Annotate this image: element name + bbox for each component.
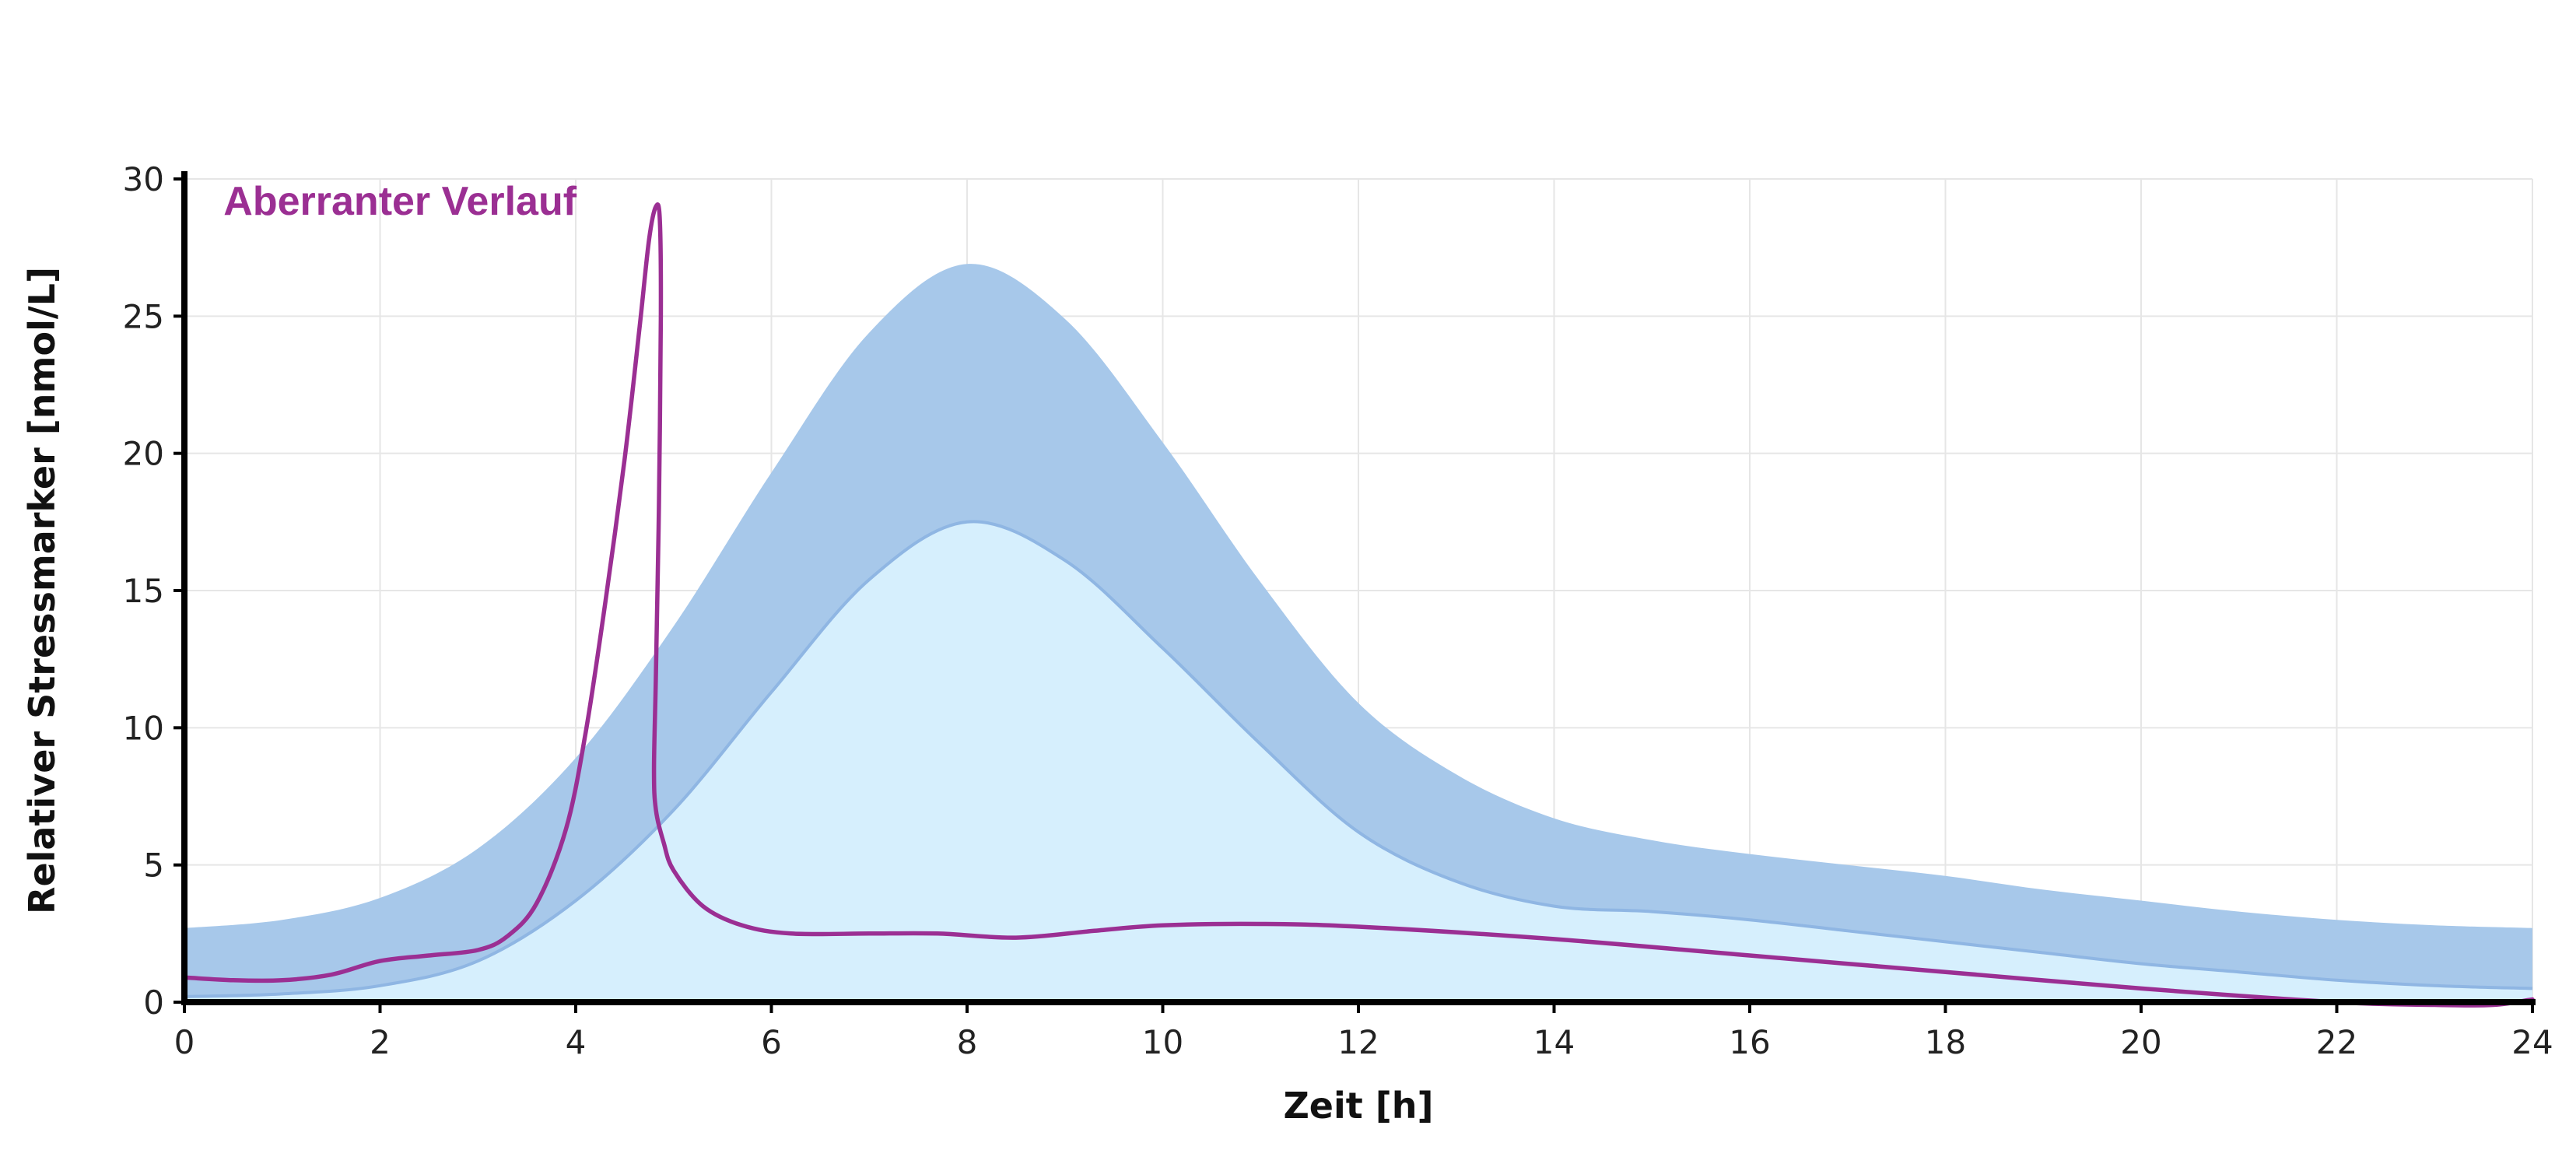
y-tick-label: 30 (123, 160, 164, 198)
y-tick-label: 25 (123, 297, 164, 335)
range-band-fill (184, 264, 2532, 997)
x-tick-label: 18 (1925, 1023, 1966, 1061)
aberrant-series-label: Aberranter Verlauf (223, 179, 577, 224)
x-tick-label: 6 (761, 1023, 782, 1061)
x-tick-label: 0 (174, 1023, 195, 1061)
x-tick-label: 16 (1729, 1023, 1770, 1061)
x-tick-label: 24 (2511, 1023, 2553, 1061)
y-axis-title: Relativer Stressmarker [nmol/L] (21, 267, 63, 914)
x-tick-label: 2 (370, 1023, 391, 1061)
x-tick-label: 8 (957, 1023, 978, 1061)
x-tick-label: 20 (2120, 1023, 2161, 1061)
x-axis-title: Zeit [h] (1283, 1085, 1433, 1127)
y-tick-label: 5 (143, 847, 164, 885)
y-axis-ticks: 0 5 10 15 20 25 30 (123, 160, 184, 1022)
aberrant-series-line (182, 202, 2535, 1008)
band-lower-edge-line (184, 520, 2533, 998)
y-tick-label: 15 (123, 572, 164, 610)
x-tick-label: 12 (1337, 1023, 1379, 1061)
lower-band-fill (184, 521, 2532, 1002)
y-tick-label: 10 (123, 709, 164, 747)
x-tick-label: 10 (1142, 1023, 1183, 1061)
x-tick-label: 22 (2316, 1023, 2357, 1061)
y-tick-label: 0 (143, 983, 164, 1022)
x-tick-label: 4 (566, 1023, 587, 1061)
y-tick-label: 20 (123, 435, 164, 473)
x-tick-label: 14 (1533, 1023, 1575, 1061)
x-axis-ticks: 0 2 4 6 8 10 12 14 16 18 20 22 24 (174, 1002, 2553, 1061)
